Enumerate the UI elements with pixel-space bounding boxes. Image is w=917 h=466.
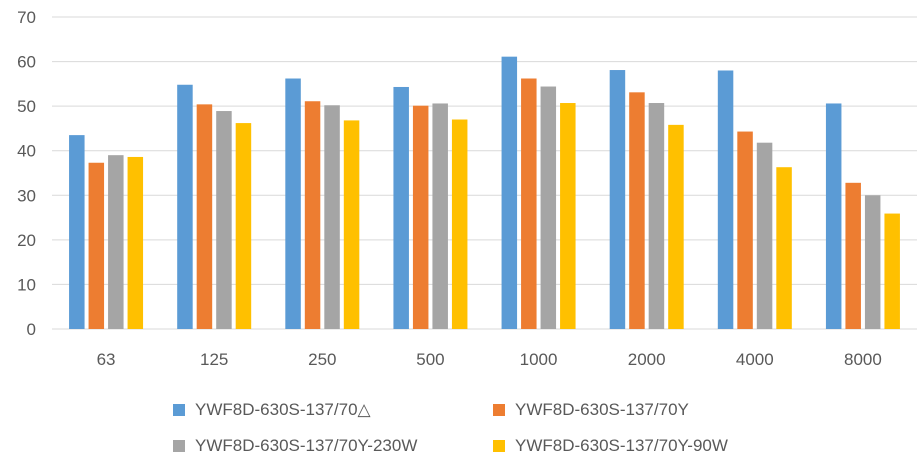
x-tick-label: 250	[308, 350, 336, 369]
x-tick-label: 4000	[736, 350, 774, 369]
bar-chart: 0 10 20 30 40 50 60 70 63 125 250 500 1000 2000 4000 8…	[17, 8, 917, 369]
y-axis-ticks: 0 10 20 30 40 50 60 70	[17, 8, 36, 339]
bar-series-4-1000	[560, 103, 576, 329]
legend-row-1: YWF8D-630S-137/70△ YWF8D-630S-137/70Y	[0, 392, 917, 428]
bar-series-1-250	[285, 78, 301, 329]
gridlines	[52, 16, 917, 330]
y-tick-label: 40	[17, 142, 36, 161]
y-tick-label: 20	[17, 231, 36, 250]
bar-series-1-125	[177, 84, 193, 330]
bar-series-2-500	[412, 105, 429, 329]
y-tick-label: 0	[27, 320, 36, 339]
y-tick-label: 60	[17, 53, 36, 72]
bar-series-4-63	[127, 156, 144, 329]
bar-series-3-2000	[648, 103, 665, 329]
x-tick-label: 500	[416, 350, 444, 369]
bar-series-3-4000	[756, 142, 773, 329]
bar-series-1-63	[69, 135, 85, 329]
bar-series-2-63	[88, 162, 105, 329]
legend-label-series-2: YWF8D-630S-137/70Y	[515, 400, 689, 419]
bar-series-1-2000	[609, 70, 626, 329]
legend-item-series-2: YWF8D-630S-137/70Y	[493, 400, 689, 420]
bar-series-2-8000	[845, 182, 861, 329]
bar-series-3-1000	[540, 86, 557, 329]
bar-series-2-4000	[737, 131, 753, 329]
bar-series-2-2000	[629, 92, 645, 329]
legend-swatch-series-3	[173, 440, 185, 452]
bar-series-2-1000	[521, 78, 537, 329]
bar-series-4-500	[451, 119, 468, 329]
x-tick-label: 63	[97, 350, 116, 369]
bar-series-4-4000	[776, 167, 792, 329]
legend-label-series-4: YWF8D-630S-137/70Y-90W	[515, 436, 728, 455]
legend-item-series-1: YWF8D-630S-137/70△	[173, 400, 493, 420]
x-tick-label: 2000	[628, 350, 666, 369]
x-tick-label: 1000	[520, 350, 558, 369]
legend-item-series-3: YWF8D-630S-137/70Y-230W	[173, 436, 493, 456]
bar-series-1-4000	[717, 70, 734, 329]
bar-series-3-250	[324, 105, 340, 329]
bar-series-3-500	[432, 103, 448, 330]
y-tick-label: 30	[17, 186, 36, 205]
bars	[69, 56, 900, 330]
bar-series-2-250	[304, 101, 321, 330]
bar-series-2-125	[196, 104, 213, 329]
bar-series-4-2000	[668, 124, 684, 329]
legend-row-2: YWF8D-630S-137/70Y-230W YWF8D-630S-137/7…	[0, 428, 917, 464]
bar-series-1-1000	[501, 56, 518, 329]
bar-series-1-8000	[825, 103, 842, 330]
x-tick-label: 125	[200, 350, 228, 369]
x-axis-ticks: 63 125 250 500 1000 2000 4000 8000	[97, 350, 882, 369]
bar-series-4-8000	[884, 213, 900, 329]
x-tick-label: 8000	[844, 350, 882, 369]
bar-series-3-125	[216, 111, 232, 329]
bar-series-4-250	[343, 120, 360, 329]
bar-series-3-8000	[864, 195, 881, 329]
y-tick-label: 10	[17, 275, 36, 294]
y-tick-label: 70	[17, 8, 36, 27]
legend-label-series-1: YWF8D-630S-137/70△	[195, 400, 371, 419]
bar-series-4-125	[235, 123, 252, 329]
legend-swatch-series-2	[493, 404, 505, 416]
y-tick-label: 50	[17, 97, 36, 116]
legend-label-series-3: YWF8D-630S-137/70Y-230W	[195, 436, 418, 455]
legend-item-series-4: YWF8D-630S-137/70Y-90W	[493, 436, 728, 456]
legend-swatch-series-1	[173, 404, 185, 416]
legend-swatch-series-4	[493, 440, 505, 452]
legend: YWF8D-630S-137/70△ YWF8D-630S-137/70Y YW…	[0, 392, 917, 464]
bar-series-1-500	[393, 86, 409, 329]
bar-series-3-63	[108, 155, 124, 329]
